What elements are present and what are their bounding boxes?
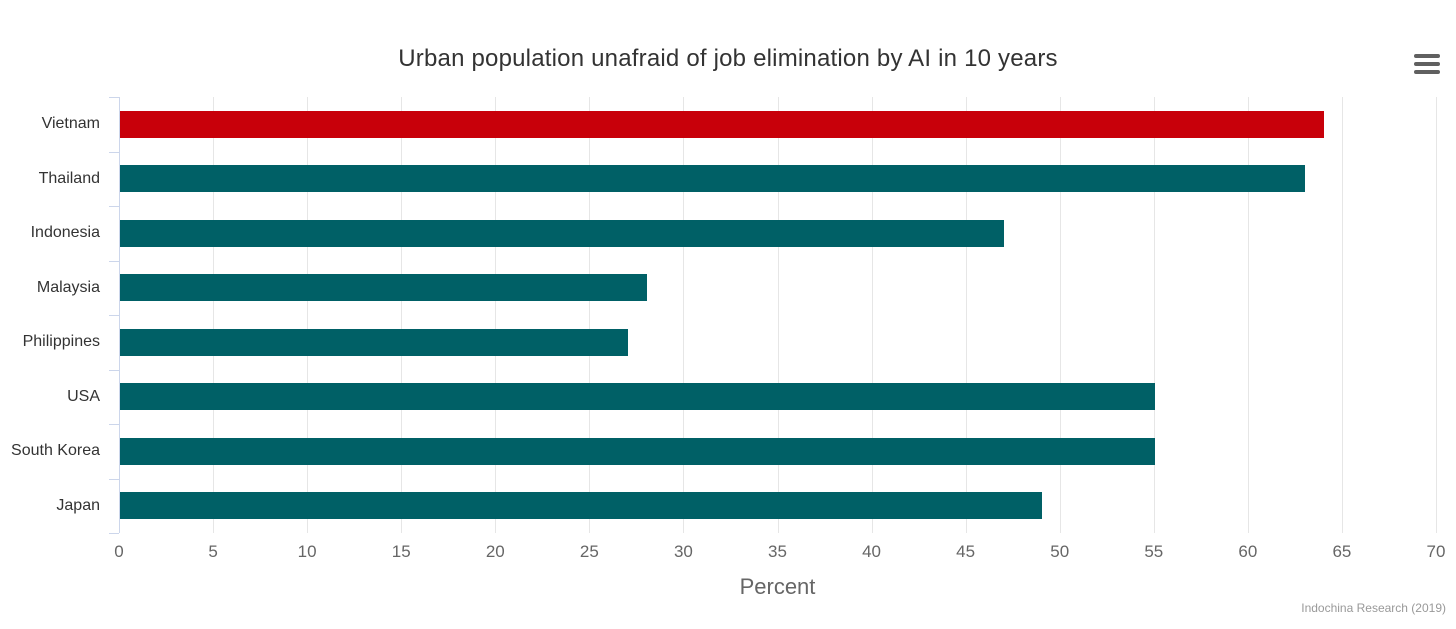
gridline — [1341, 97, 1343, 533]
x-tick-label: 15 — [391, 542, 411, 561]
bar-vietnam[interactable] — [120, 110, 1325, 138]
category-label-vietnam: Vietnam — [41, 115, 100, 132]
x-tick-label: 40 — [862, 542, 882, 561]
context-menu-button[interactable] — [1412, 52, 1442, 76]
y-axis-tick — [109, 152, 119, 153]
x-tick-label: 0 — [114, 542, 124, 561]
gridline — [307, 97, 309, 533]
x-tick-label: 20 — [485, 542, 505, 561]
gridline — [965, 97, 967, 533]
category-label-usa: USA — [67, 387, 100, 405]
gridline — [589, 97, 591, 533]
gridline — [871, 97, 873, 533]
y-axis-tick — [109, 206, 119, 207]
y-axis-tick — [109, 97, 119, 98]
y-axis-tick — [109, 261, 119, 262]
bar-indonesia[interactable] — [120, 219, 1005, 247]
bar-usa[interactable] — [120, 383, 1155, 411]
gridline — [777, 97, 779, 533]
hamburger-menu-icon — [1414, 54, 1440, 74]
bar-philippines[interactable] — [120, 328, 628, 356]
y-axis-tick — [109, 479, 119, 480]
category-label-philippines: Philippines — [22, 333, 100, 350]
x-tick-label: 5 — [208, 542, 218, 561]
bar-malaysia[interactable] — [120, 274, 647, 302]
x-tick-label: 25 — [579, 542, 599, 561]
gridline — [1436, 97, 1437, 533]
plot-area — [109, 97, 1437, 534]
y-axis-tick — [109, 370, 119, 371]
gridline — [213, 97, 215, 533]
x-tick-label: 55 — [1144, 542, 1164, 561]
gridline — [683, 97, 685, 533]
y-axis-tick — [109, 315, 119, 316]
gridline — [495, 97, 497, 533]
x-tick-label: 30 — [673, 542, 693, 561]
category-axis-labels: Vietnam Thailand Indonesia Malaysia Philippi… — [0, 97, 100, 533]
y-axis-tick — [109, 533, 119, 534]
x-tick-label: 65 — [1332, 542, 1352, 561]
category-label-japan: Japan — [56, 496, 100, 514]
gridline — [1059, 97, 1061, 533]
category-label-south-korea: South Korea — [11, 442, 100, 459]
gridline — [1247, 97, 1249, 533]
y-axis-line — [119, 97, 120, 533]
x-tick-label: 10 — [297, 542, 317, 561]
x-tick-label: 60 — [1238, 542, 1258, 561]
bar-japan[interactable] — [120, 492, 1042, 520]
x-axis-title: Percent — [739, 574, 816, 599]
category-label-thailand: Thailand — [38, 169, 100, 187]
chart-credits: Indochina Research (2019) — [1301, 601, 1446, 615]
chart-title: Urban population unafraid of job elimina… — [398, 45, 1058, 72]
x-tick-label: 35 — [768, 542, 787, 561]
bar-south-korea[interactable] — [120, 437, 1155, 465]
gridline — [401, 97, 403, 533]
x-tick-label: 45 — [956, 542, 976, 561]
bar-thailand[interactable] — [120, 165, 1306, 193]
y-axis-tick — [109, 424, 119, 425]
gridline — [1153, 97, 1155, 533]
category-label-malaysia: Malaysia — [36, 278, 100, 296]
category-label-indonesia: Indonesia — [30, 224, 100, 241]
x-tick-label: 50 — [1050, 542, 1070, 561]
x-tick-label: 70 — [1426, 542, 1446, 561]
